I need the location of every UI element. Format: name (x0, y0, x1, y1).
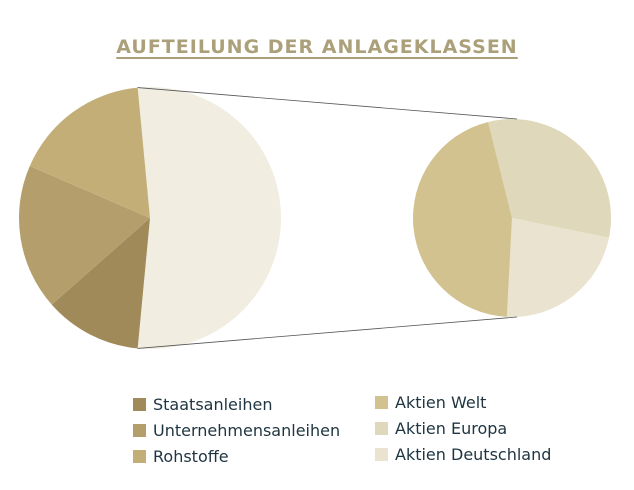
main-slice-aktien (137, 86, 282, 349)
legend-label: Aktien Welt (395, 393, 487, 412)
main-slice-unternehmensanleihen (19, 165, 151, 305)
legend-label: Aktien Deutschland (395, 445, 552, 464)
secondary-slice-aktien-welt (412, 121, 512, 317)
connector-line (137, 87, 518, 120)
legend-swatch (133, 424, 146, 437)
legend-item: Unternehmensanleihen (133, 421, 340, 440)
main-slice-rohstoffe (29, 87, 151, 218)
legend-swatch (133, 398, 146, 411)
main-slice-staatsanleihen (51, 218, 150, 349)
legend-item: Rohstoffe (133, 447, 229, 466)
legend-swatch (375, 422, 388, 435)
legend-label: Aktien Europa (395, 419, 508, 438)
legend-swatch (375, 448, 388, 461)
legend-item: Staatsanleihen (133, 395, 272, 414)
legend-item: Aktien Europa (375, 419, 507, 438)
chart-title: AUFTEILUNG DER ANLAGEKLASSEN (116, 36, 518, 58)
legend-swatch (375, 396, 388, 409)
legend-item: Aktien Welt (375, 393, 486, 412)
legend-label: Unternehmensanleihen (153, 421, 341, 440)
connector-line (137, 316, 518, 349)
legend-swatch (133, 450, 146, 463)
secondary-slice-aktien-europa (488, 118, 611, 238)
legend-label: Staatsanleihen (153, 395, 273, 414)
legend-item: Aktien Deutschland (375, 445, 551, 464)
secondary-slice-aktien-deutschland (506, 218, 610, 317)
legend-label: Rohstoffe (153, 447, 229, 466)
